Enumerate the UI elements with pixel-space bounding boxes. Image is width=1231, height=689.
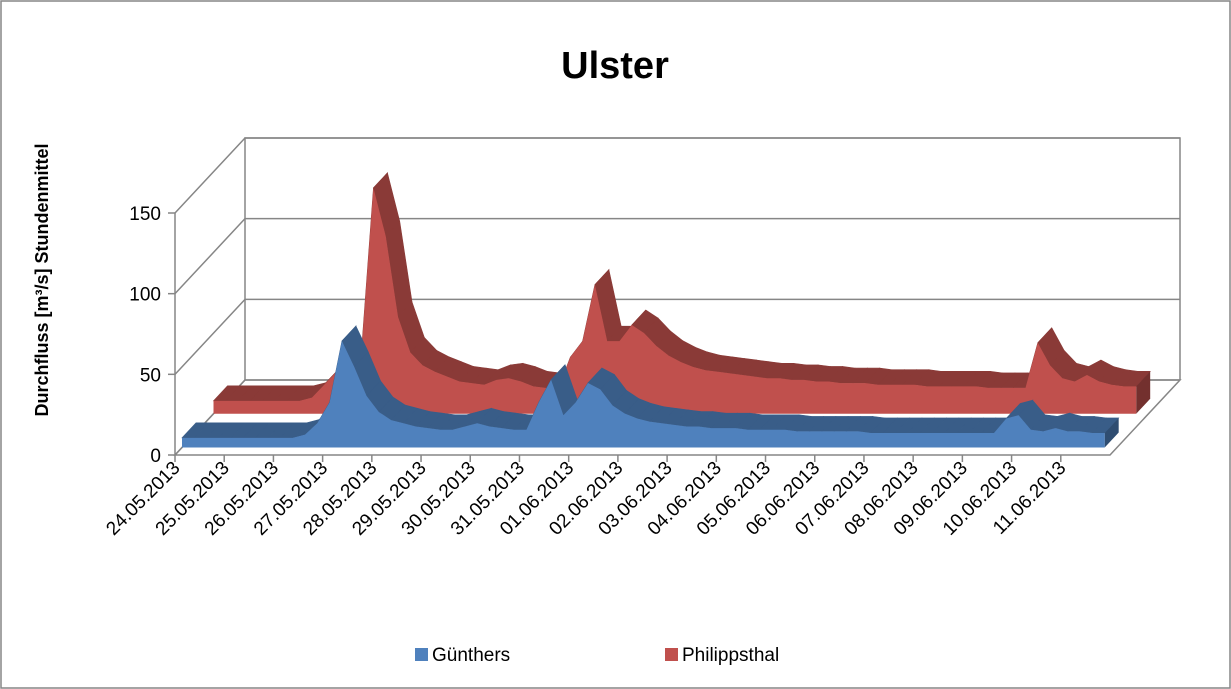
- grid-line: [174, 217, 1180, 295]
- legend-label: Günthers: [432, 645, 510, 666]
- y-tick-label: 150: [129, 204, 161, 225]
- area-end: [1136, 371, 1151, 414]
- chart-title: Ulster: [561, 45, 669, 87]
- legend-swatch: [415, 648, 428, 661]
- grid-line: [174, 298, 1180, 375]
- y-tick-label: 100: [129, 285, 161, 306]
- area: [182, 341, 1105, 448]
- area-end: [1104, 417, 1119, 448]
- area: [213, 187, 1137, 414]
- legend-swatch: [665, 648, 678, 661]
- legend-label: Philippsthal: [682, 645, 779, 666]
- y-axis-label: Durchfluss [m³/s] Stundenmittel: [32, 143, 52, 416]
- grid-line: [174, 137, 1180, 214]
- y-tick-label: 0: [150, 446, 161, 467]
- y-tick-label: 50: [140, 365, 161, 386]
